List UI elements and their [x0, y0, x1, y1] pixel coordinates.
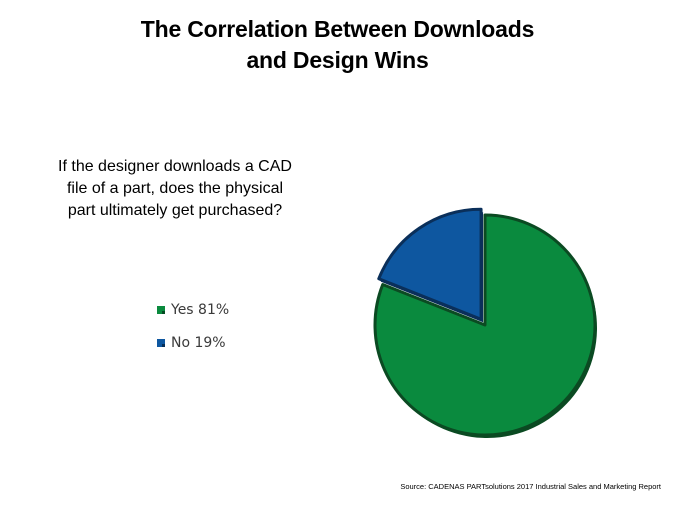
survey-question: If the designer downloads a CAD file of … [20, 156, 330, 222]
survey-question-line-2: file of a part, does the physical [66, 180, 284, 197]
chart-title: The Correlation Between Downloads and De… [0, 14, 675, 76]
chart-title-line-2: and Design Wins [246, 47, 429, 73]
pie-slice-yes [373, 213, 597, 437]
pie-slice-no [377, 207, 483, 321]
chart-title-line-1: The Correlation Between Downloads [140, 16, 535, 42]
legend-swatch-no [157, 339, 165, 347]
legend-label-yes: Yes 81% [171, 302, 230, 318]
legend-item-no: No 19% [157, 333, 229, 353]
chart-legend: Yes 81% No 19% [157, 300, 229, 366]
legend-label-no: No 19% [171, 335, 226, 351]
survey-question-line-3: part ultimately get purchased? [67, 202, 283, 219]
pie-chart [373, 207, 597, 438]
legend-item-yes: Yes 81% [157, 300, 229, 320]
survey-question-line-1: If the designer downloads a CAD [58, 158, 292, 175]
pie-slices [373, 207, 597, 438]
legend-swatch-yes [157, 306, 165, 314]
source-note: Source: CADENAS PARTsolutions 2017 Indus… [400, 482, 661, 491]
